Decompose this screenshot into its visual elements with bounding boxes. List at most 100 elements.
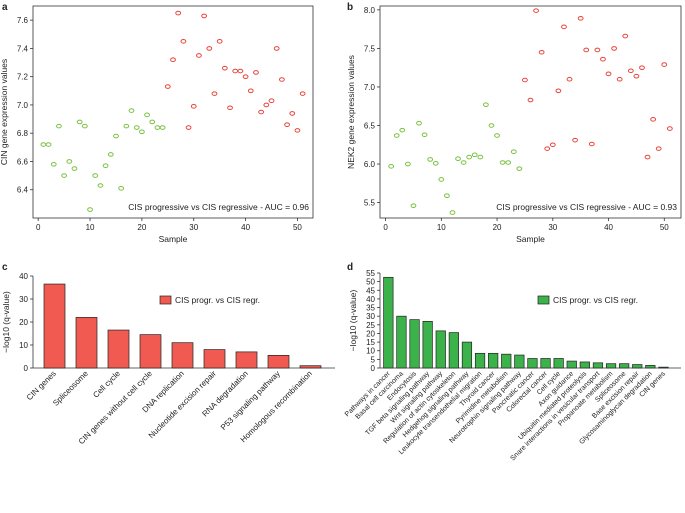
legend-label: CIS progr. vs CIS regr. xyxy=(553,295,638,305)
scatter-point xyxy=(159,125,166,130)
scatter-point xyxy=(399,127,406,133)
scatter-point xyxy=(170,57,176,63)
scatter-point xyxy=(661,62,668,67)
bar xyxy=(139,334,162,369)
y-tick-label: 10 xyxy=(366,347,375,356)
scatter-point xyxy=(600,56,606,62)
scatter-point xyxy=(666,126,673,131)
scatter-point xyxy=(242,74,249,79)
plot-frame xyxy=(379,5,682,219)
scatter-point xyxy=(247,88,254,94)
scatter-point xyxy=(544,146,551,151)
x-tick-label: 50 xyxy=(660,223,669,232)
bar xyxy=(501,353,512,369)
scatter-point xyxy=(477,154,484,160)
scatter-point xyxy=(196,53,202,58)
legend-swatch xyxy=(537,295,550,305)
y-tick-label: 40 xyxy=(366,295,375,304)
scatter-point xyxy=(483,102,489,107)
scatter-point xyxy=(549,142,556,148)
scatter-point xyxy=(650,117,657,122)
scatter-point xyxy=(421,132,428,138)
bar xyxy=(383,276,394,369)
scatter-point xyxy=(294,128,301,133)
bar xyxy=(553,358,564,369)
y-tick-label: 5 xyxy=(371,355,376,364)
scatter-point xyxy=(284,122,290,128)
y-tick-label: 6.6 xyxy=(17,157,29,166)
x-axis-label: Sample xyxy=(159,234,188,244)
bar xyxy=(592,362,604,369)
scatter-point xyxy=(555,88,562,94)
x-tick-label: 30 xyxy=(189,223,198,232)
scatter-point xyxy=(144,112,150,118)
scatter-point xyxy=(499,160,506,165)
scatter-point xyxy=(56,123,62,129)
scatter-point xyxy=(76,119,83,125)
x-tick-label: 50 xyxy=(293,223,302,232)
scatter-point xyxy=(639,65,645,70)
scatter-point xyxy=(268,98,275,103)
scatter-panel-b: 0 10 20 30 40 50 5.5 6.0 6.5 7.0 7.5 8.0 Sample NEK2 … xyxy=(346,5,682,244)
x-axis-label: Sample xyxy=(516,234,545,244)
scatter-point xyxy=(605,71,612,77)
scatter-point xyxy=(71,166,78,171)
scatter-point xyxy=(211,91,218,96)
scatter-point xyxy=(494,133,500,138)
scatter-point xyxy=(449,210,456,215)
auc-annotation: CIS progressive vs CIS regressive - AUC … xyxy=(496,202,677,212)
scatter-point xyxy=(201,13,208,19)
scatter-point xyxy=(92,173,99,178)
y-tick-label: 20 xyxy=(366,329,375,338)
scatter-point xyxy=(438,177,445,182)
y-tick-label: 7.6 xyxy=(17,16,29,25)
scatter-point xyxy=(443,193,450,198)
scatter-point xyxy=(185,125,192,130)
category-label: Cell cycle xyxy=(91,369,122,400)
scatter-point xyxy=(488,123,495,128)
bar xyxy=(514,354,525,369)
scatter-point xyxy=(50,161,57,167)
bar xyxy=(422,321,433,369)
scatter-point xyxy=(227,105,233,111)
y-tick-label: 10 xyxy=(19,341,28,350)
scatter-point xyxy=(432,160,439,166)
y-axis-label: CIN gene expression values xyxy=(0,59,9,165)
scatter-point xyxy=(232,68,239,74)
bar xyxy=(488,352,499,369)
scatter-point xyxy=(118,186,125,191)
scatter-point xyxy=(404,161,411,167)
scatter-point xyxy=(206,46,213,51)
scatter-point xyxy=(616,76,623,82)
y-tick-label: 0 xyxy=(24,364,29,373)
x-tick-label: 10 xyxy=(437,223,446,232)
x-tick-label: 40 xyxy=(604,223,613,232)
scatter-point xyxy=(221,65,228,71)
bar xyxy=(619,363,630,369)
scatter-point xyxy=(510,149,517,155)
scatter-point xyxy=(505,160,512,165)
scatter-point xyxy=(216,39,223,44)
panel-letter-d: d xyxy=(347,262,353,273)
scatter-point xyxy=(655,146,662,151)
bar xyxy=(235,351,258,369)
panel-letter-a: a xyxy=(2,2,8,13)
panel-letter-c: c xyxy=(2,262,8,273)
scatter-point xyxy=(113,133,119,139)
y-tick-label: 7.2 xyxy=(17,73,29,82)
bar xyxy=(645,365,656,369)
y-tick-label: 7.0 xyxy=(17,101,29,110)
bar xyxy=(658,366,669,369)
scatter-point xyxy=(289,111,296,116)
scatter-point xyxy=(410,203,417,208)
scatter-point xyxy=(237,68,244,74)
y-tick-label: 40 xyxy=(19,272,28,281)
y-tick-label: 30 xyxy=(366,312,375,321)
y-tick-label: 0 xyxy=(371,364,376,373)
scatter-point xyxy=(123,123,130,129)
y-tick-label: 7.4 xyxy=(17,44,29,53)
y-tick-label: 6.4 xyxy=(17,186,29,195)
